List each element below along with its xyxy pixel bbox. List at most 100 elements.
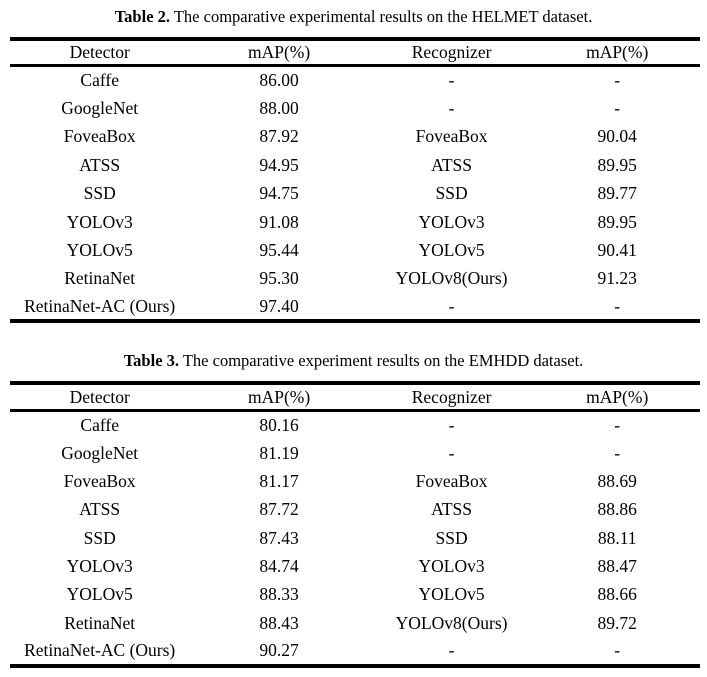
- detector-map-cell: 90.27: [259, 640, 299, 661]
- column-header-detector-map: mAP(%): [247, 42, 311, 63]
- table-row: YOLOv5 95.44 YOLOv5 90.41: [10, 236, 700, 264]
- recognizer-name-cell: -: [448, 70, 455, 91]
- detector-map-cell: 87.72: [259, 499, 299, 520]
- detector-name-cell: GoogleNet: [61, 442, 139, 463]
- recognizer-map-cell: -: [614, 640, 621, 661]
- detector-name-cell: RetinaNet-AC (Ours): [24, 640, 176, 661]
- recognizer-name-cell: -: [448, 295, 455, 316]
- table-row: Caffe 80.16 - -: [10, 410, 700, 438]
- recognizer-map-cell: -: [614, 70, 621, 91]
- detector-name-cell: Caffe: [80, 70, 119, 91]
- detector-name-cell: YOLOv5: [66, 240, 133, 260]
- header-row: Detector mAP(%) Recognizer mAP(%): [10, 383, 700, 411]
- recognizer-name-cell: YOLOv8(Ours): [395, 612, 508, 633]
- detector-map-cell: 87.92: [259, 126, 299, 147]
- detector-map-cell: 86.00: [259, 70, 299, 91]
- table3-caption: Table 3. The comparative experiment resu…: [0, 351, 707, 371]
- recognizer-name-cell: ATSS: [431, 499, 472, 520]
- table-row: FoveaBox 81.17 FoveaBox 88.69: [10, 467, 700, 495]
- table-row: GoogleNet 88.00 - -: [10, 94, 700, 122]
- recognizer-map-cell: 91.23: [597, 268, 637, 289]
- recognizer-map-cell: 88.66: [597, 584, 637, 605]
- table-row: Caffe 86.00 - -: [10, 66, 700, 94]
- recognizer-name-cell: -: [448, 414, 455, 435]
- recognizer-name-cell: ATSS: [431, 154, 472, 175]
- recognizer-map-cell: 90.41: [597, 240, 637, 260]
- recognizer-name-cell: YOLOv5: [418, 584, 485, 605]
- table-row: RetinaNet 95.30 YOLOv8(Ours) 91.23: [10, 265, 700, 293]
- table-row: RetinaNet-AC (Ours) 97.40 - -: [10, 293, 700, 321]
- detector-name-cell: FoveaBox: [63, 126, 136, 147]
- emhdd-results-table: Detector mAP(%) Recognizer mAP(%) Caffe …: [10, 381, 700, 668]
- detector-name-cell: RetinaNet: [64, 268, 136, 289]
- detector-name-cell: ATSS: [79, 154, 121, 175]
- column-header-recognizer-map: mAP(%): [586, 42, 649, 63]
- column-header-detector-map: mAP(%): [247, 386, 311, 407]
- table-row: YOLOv3 84.74 YOLOv3 88.47: [10, 552, 700, 580]
- detector-map-cell: 94.95: [259, 154, 299, 175]
- table2-caption-text: The comparative experimental results on …: [170, 7, 593, 26]
- column-header-recognizer: Recognizer: [411, 42, 492, 63]
- table3-section: Table 3. The comparative experiment resu…: [0, 351, 707, 668]
- detector-name-cell: FoveaBox: [63, 470, 136, 491]
- recognizer-name-cell: YOLOv8(Ours): [395, 268, 508, 289]
- table-row: YOLOv5 88.33 YOLOv5 88.66: [10, 581, 700, 609]
- table3-caption-text: The comparative experiment results on th…: [179, 351, 584, 371]
- recognizer-map-cell: 90.04: [597, 126, 637, 147]
- recognizer-map-cell: 88.11: [597, 527, 637, 548]
- detector-name-cell: SSD: [83, 527, 116, 548]
- detector-map-cell: 81.17: [259, 470, 299, 491]
- recognizer-name-cell: -: [448, 640, 455, 661]
- column-header-recognizer-map: mAP(%): [586, 386, 649, 407]
- table-row: YOLOv3 91.08 YOLOv3 89.95: [10, 208, 700, 236]
- detector-name-cell: RetinaNet: [64, 612, 136, 633]
- column-header-detector: Detector: [69, 42, 130, 63]
- recognizer-map-cell: 89.95: [597, 154, 637, 175]
- recognizer-name-cell: SSD: [435, 527, 468, 548]
- detector-map-cell: 80.16: [259, 414, 299, 435]
- recognizer-map-cell: -: [614, 98, 621, 119]
- detector-map-cell: 95.30: [259, 268, 299, 289]
- table-row: ATSS 87.72 ATSS 88.86: [10, 496, 700, 524]
- detector-name-cell: YOLOv5: [66, 584, 133, 605]
- recognizer-name-cell: FoveaBox: [415, 470, 488, 491]
- table2-section: Table 2. The comparative experimental re…: [0, 0, 707, 324]
- detector-map-cell: 81.19: [259, 442, 299, 463]
- recognizer-map-cell: -: [614, 442, 621, 463]
- recognizer-name-cell: -: [448, 98, 455, 119]
- detector-name-cell: SSD: [83, 183, 116, 204]
- detector-map-cell: 88.00: [259, 98, 299, 119]
- table-row: ATSS 94.95 ATSS 89.95: [10, 151, 700, 179]
- detector-name-cell: RetinaNet-AC (Ours): [24, 295, 176, 316]
- column-header-recognizer: Recognizer: [411, 386, 492, 407]
- detector-name-cell: Caffe: [80, 414, 119, 435]
- table-row: FoveaBox 87.92 FoveaBox 90.04: [10, 123, 700, 151]
- recognizer-map-cell: 89.77: [597, 183, 637, 204]
- recognizer-name-cell: YOLOv5: [418, 240, 485, 260]
- header-row: Detector mAP(%) Recognizer mAP(%): [10, 39, 700, 66]
- detector-map-cell: 94.75: [259, 183, 299, 204]
- table-row: RetinaNet-AC (Ours) 90.27 - -: [10, 638, 700, 666]
- recognizer-map-cell: 88.86: [597, 499, 637, 520]
- table-row: RetinaNet 88.43 YOLOv8(Ours) 89.72: [10, 609, 700, 637]
- table3-caption-label: Table 3.: [123, 351, 180, 371]
- recognizer-map-cell: -: [614, 414, 621, 435]
- recognizer-map-cell: 89.95: [597, 211, 637, 232]
- table2-caption: Table 2. The comparative experimental re…: [0, 7, 707, 27]
- table2-caption-label: Table 2.: [114, 7, 171, 26]
- detector-map-cell: 91.08: [259, 211, 299, 232]
- recognizer-name-cell: SSD: [435, 183, 468, 204]
- detector-map-cell: 87.43: [259, 527, 299, 548]
- recognizer-map-cell: 89.72: [597, 612, 637, 633]
- detector-name-cell: GoogleNet: [61, 98, 139, 119]
- recognizer-name-cell: -: [448, 442, 455, 463]
- detector-map-cell: 88.43: [259, 612, 299, 633]
- table-row: GoogleNet 81.19 - -: [10, 439, 700, 467]
- recognizer-name-cell: YOLOv3: [418, 556, 485, 577]
- recognizer-map-cell: 88.47: [597, 556, 637, 577]
- recognizer-name-cell: YOLOv3: [418, 211, 485, 232]
- table-row: SSD 87.43 SSD 88.11: [10, 524, 700, 552]
- detector-name-cell: ATSS: [79, 499, 121, 520]
- recognizer-name-cell: FoveaBox: [415, 126, 488, 147]
